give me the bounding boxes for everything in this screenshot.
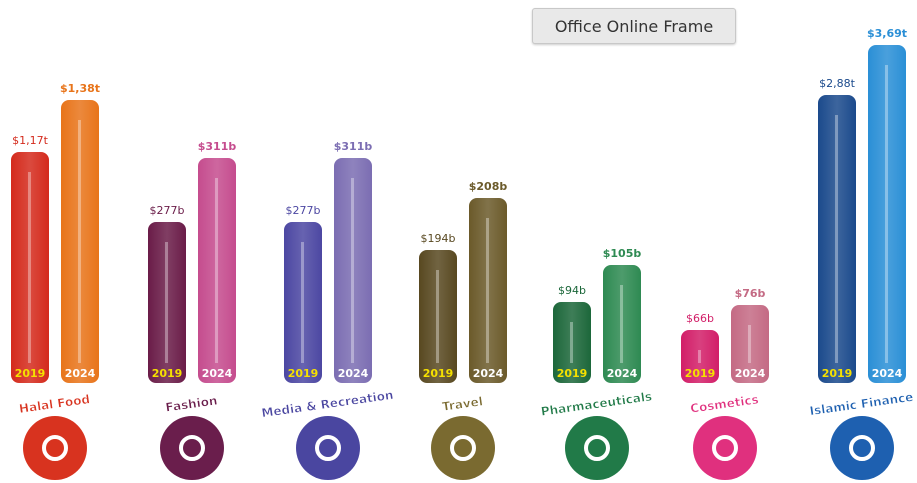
- sector-icon-glyph: [584, 435, 610, 461]
- bar-value-label: $66b: [686, 312, 714, 325]
- bar-value-label: $2,88t: [819, 77, 855, 90]
- bar-value-label: $76b: [735, 287, 766, 300]
- bar-shine: [620, 285, 623, 363]
- bar-year: 2024: [872, 367, 903, 380]
- bar-year: 2019: [423, 367, 454, 380]
- bar-year: 2024: [338, 367, 369, 380]
- bar: [553, 302, 591, 383]
- bar: [148, 222, 186, 383]
- bar-shine: [835, 115, 838, 363]
- bar-value-label: $3,69t: [867, 27, 907, 40]
- sector-icon-circle: [160, 416, 224, 480]
- bar-year: 2019: [152, 367, 183, 380]
- bar: [868, 45, 906, 383]
- bar: [198, 158, 236, 383]
- bar-year: 2024: [65, 367, 96, 380]
- sector-icon-glyph: [42, 435, 68, 461]
- bar-shine: [28, 172, 31, 363]
- sector-icon-glyph: [315, 435, 341, 461]
- bar-value-label: $105b: [603, 247, 642, 260]
- bar: [11, 152, 49, 383]
- bar-year: 2019: [557, 367, 588, 380]
- sector-icon-glyph: [849, 435, 875, 461]
- bar-shine: [486, 218, 489, 363]
- bar: [818, 95, 856, 383]
- sector-name: Halal Food: [18, 392, 91, 416]
- sector-name: Media & Recreation: [261, 388, 395, 420]
- sector-icon-circle: [565, 416, 629, 480]
- bar-shine: [570, 322, 573, 363]
- frame-button[interactable]: Office Online Frame: [532, 8, 736, 44]
- bar: [61, 100, 99, 383]
- bar-shine: [351, 178, 354, 363]
- bar: [469, 198, 507, 383]
- bar-year: 2019: [822, 367, 853, 380]
- bar-year: 2024: [473, 367, 504, 380]
- sector-name: Travel: [441, 394, 484, 414]
- sector-icon-glyph: [179, 435, 205, 461]
- bar-shine: [885, 65, 888, 363]
- bar-year: 2024: [607, 367, 638, 380]
- bar-year: 2019: [685, 367, 716, 380]
- bar: [334, 158, 372, 383]
- bar: [284, 222, 322, 383]
- sector-icon-circle: [23, 416, 87, 480]
- sector-icon-circle: [830, 416, 894, 480]
- sector-name: Islamic Finance: [809, 390, 914, 418]
- bar-value-label: $94b: [558, 284, 586, 297]
- bar-shine: [748, 325, 751, 363]
- sector-name: Cosmetics: [689, 392, 759, 415]
- bar-year: 2024: [202, 367, 233, 380]
- sector-name: Pharmaceuticals: [540, 389, 653, 418]
- bar-value-label: $277b: [286, 204, 321, 217]
- bar: [419, 250, 457, 383]
- bar-shine: [215, 178, 218, 363]
- bar-value-label: $208b: [469, 180, 508, 193]
- bar-shine: [698, 350, 701, 363]
- bar-value-label: $311b: [198, 140, 237, 153]
- sector-icon-circle: [431, 416, 495, 480]
- sector-icon-glyph: [450, 435, 476, 461]
- bar-shine: [165, 242, 168, 363]
- bar-shine: [436, 270, 439, 363]
- sector-icon-glyph: [712, 435, 738, 461]
- bar: [731, 305, 769, 383]
- bar-value-label: $1,38t: [60, 82, 100, 95]
- sector-name: Fashion: [165, 393, 219, 414]
- bar: [681, 330, 719, 383]
- bar-value-label: $311b: [334, 140, 373, 153]
- sector-icon-circle: [296, 416, 360, 480]
- bar: [603, 265, 641, 383]
- bar-year: 2019: [15, 367, 46, 380]
- bar-shine: [78, 120, 81, 363]
- bar-value-label: $1,17t: [12, 134, 48, 147]
- bar-value-label: $277b: [150, 204, 185, 217]
- bar-year: 2019: [288, 367, 319, 380]
- bar-value-label: $194b: [421, 232, 456, 245]
- bar-shine: [301, 242, 304, 363]
- sector-icon-circle: [693, 416, 757, 480]
- bar-year: 2024: [735, 367, 766, 380]
